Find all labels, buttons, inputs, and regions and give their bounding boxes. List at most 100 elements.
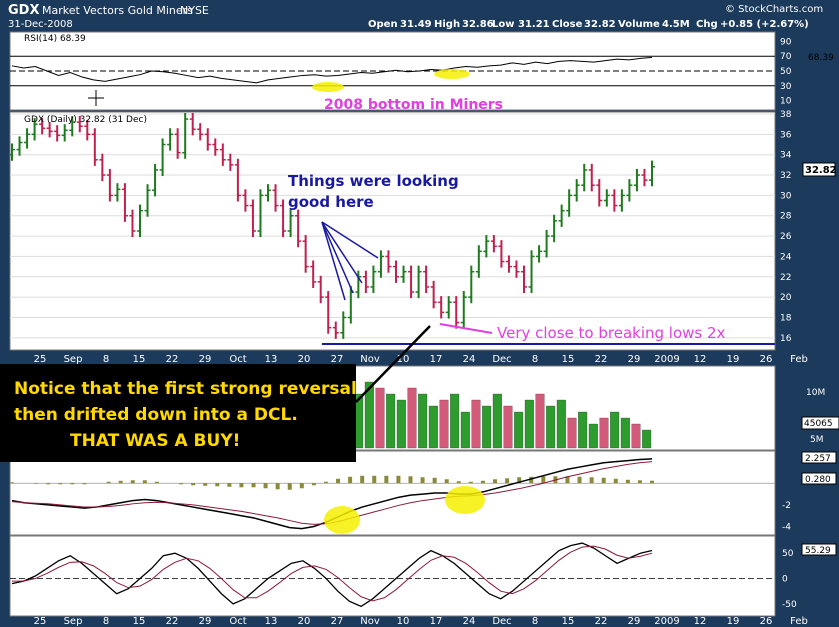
macd-histogram-bar (480, 480, 485, 484)
x-axis-label: 8 (103, 616, 109, 627)
macd-histogram-bar (613, 478, 618, 484)
price-tick-label: 20 (780, 293, 792, 303)
macd-histogram-bar (263, 483, 268, 489)
x-axis-labels-top: 25 Sep 8 15 22 29 Oct 13 20 27 Nov 10 17 24 Dec 8 15 22 29… (34, 354, 808, 365)
macd-highlight-2 (445, 486, 485, 514)
x-axis-label: Feb (790, 354, 808, 365)
volume-bar (578, 411, 588, 449)
macd-histogram-bar (360, 475, 365, 484)
fund-name: Market Vectors Gold Miners (42, 4, 193, 17)
credit-label: © StockCharts.com (725, 4, 823, 15)
macd-histogram-bar (142, 480, 147, 484)
rsi-tick-label: 50 (780, 67, 792, 77)
price-tick-label: 34 (780, 151, 792, 161)
symbol-label: GDX (8, 3, 39, 18)
price-tick-label: 28 (780, 212, 792, 222)
macd-histogram-bar (251, 483, 256, 488)
volume-bar (428, 405, 438, 449)
macd-tick-label: -2 (782, 501, 791, 511)
x-axis-label: 12 (694, 354, 707, 365)
volume-bar (524, 399, 534, 449)
price-tick-label: 36 (780, 130, 792, 140)
grid-lines (10, 113, 775, 339)
chart-header: GDX Market Vectors Gold Miners NYSE 31-D… (8, 3, 823, 30)
price-tick-label: 22 (780, 273, 791, 283)
volume-bar (631, 423, 641, 449)
low-value: 31.21 (518, 19, 550, 30)
macd-histogram-bar (106, 481, 111, 484)
volume-bar (471, 399, 481, 449)
rsi-tick-label: 10 (780, 97, 792, 107)
macd-histogram-bar (154, 481, 159, 484)
macd-histogram-bar (287, 483, 292, 490)
macd-histogram-bar (58, 483, 63, 485)
looking-good-line2: good here (288, 193, 374, 211)
macd-histogram-bar (650, 480, 654, 484)
x-axis-label: 10 (397, 354, 410, 365)
macd-panel (9, 450, 776, 536)
price-tick-label: 16 (780, 334, 792, 344)
x-axis-label: 15 (562, 354, 575, 365)
macd-histogram-bar (82, 483, 87, 485)
volume-bar (439, 399, 449, 449)
rsi-highlight-1 (312, 82, 344, 92)
macd-histogram-bar (372, 475, 377, 484)
macd-histogram-bar (601, 477, 606, 484)
macd-histogram-bar (432, 477, 437, 484)
macd-histogram-bar (275, 483, 280, 490)
date-label: 31-Dec-2008 (8, 19, 73, 30)
x-axis-label: 17 (430, 616, 443, 627)
osc-last-box (801, 543, 837, 556)
rsi-tick-label: 90 (780, 37, 792, 47)
macd-histogram-bar (384, 475, 389, 484)
macd-highlight-1 (324, 506, 360, 534)
volume-value: 4.5M (662, 19, 690, 30)
price-title: GDX (Daily) 32.82 (31 Dec) (24, 115, 147, 125)
x-axis-label: 25 (34, 616, 47, 627)
x-axis-label: 8 (532, 616, 538, 627)
macd-histogram-bar (34, 483, 39, 484)
macd-hist-box (801, 472, 837, 485)
macd-histogram-bar (203, 483, 208, 486)
volume-bar (450, 393, 460, 449)
volume-bar (407, 387, 417, 449)
osc-last-label: 55.29 (805, 546, 831, 556)
volume-bar (642, 429, 652, 449)
callout-box (0, 364, 356, 462)
macd-histogram-bar (396, 475, 401, 484)
macd-histogram-bar (565, 476, 570, 484)
macd-histogram-bar (444, 479, 449, 484)
exchange-label: NYSE (180, 4, 209, 17)
macd-last-label: 2.257 (805, 454, 831, 464)
x-axis-label: 15 (133, 616, 146, 627)
rsi-annotation: 2008 bottom in Miners (324, 97, 503, 113)
x-axis-label: 12 (694, 616, 707, 627)
oscillator-panel (9, 535, 776, 617)
chg-label: Chg (696, 19, 718, 30)
price-tick-label: 24 (780, 252, 792, 262)
crosshair-cursor-icon (88, 90, 104, 106)
x-axis-label: 22 (166, 616, 179, 627)
macd-tick-label: -4 (782, 523, 791, 533)
chart-canvas: 25 Sep 8 15 22 29 Oct 13 20 27 Nov 10 17 24 Dec 8 15 22 29… (0, 31, 839, 627)
x-axis-label: Sep (64, 354, 83, 365)
macd-histogram-bar (420, 477, 425, 484)
rsi-layer (10, 55, 775, 87)
macd-histogram-bar (299, 483, 304, 489)
volume-bar (546, 405, 556, 449)
x-axis-label: 15 (562, 616, 575, 627)
rsi-last-label: 68.39 (808, 53, 834, 63)
volume-bar (556, 399, 566, 449)
volume-bar (386, 393, 396, 449)
volume-bar (364, 381, 374, 449)
macd-histogram-bar (10, 482, 14, 484)
macd-histogram-bar (323, 481, 328, 484)
callout-line1: Notice that the first strong reversal (14, 379, 357, 399)
looking-good-line1: Things were looking (288, 172, 459, 190)
x-axis-label: 13 (265, 616, 278, 627)
macd-histogram-bar (468, 481, 473, 484)
rsi-line (11, 56, 653, 84)
macd-histogram-bar (637, 480, 642, 484)
volume-bar (514, 411, 524, 449)
